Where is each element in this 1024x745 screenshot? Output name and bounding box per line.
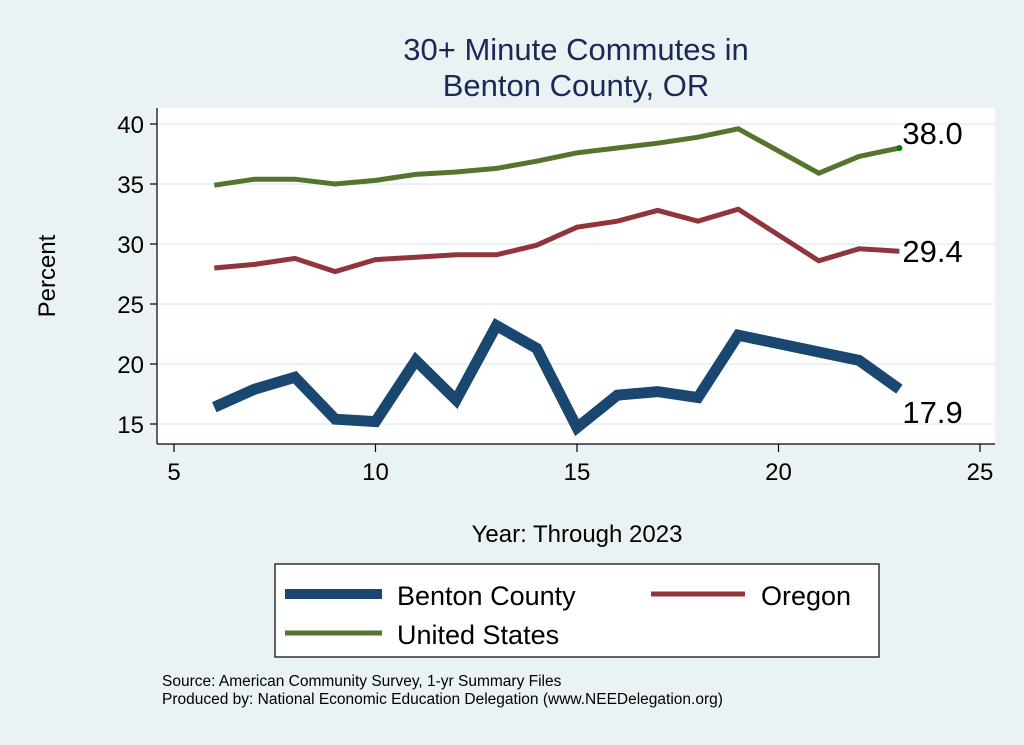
end-label-oregon: 29.4 — [902, 234, 962, 269]
legend-label-united-states: United States — [397, 620, 559, 650]
legend: Benton County Oregon United States — [274, 563, 880, 658]
y-tick-label-20: 20 — [117, 352, 144, 379]
source-note: Source: American Community Survey, 1-yr … — [162, 673, 562, 690]
x-tick-label-10: 10 — [362, 459, 389, 486]
chart-title: 30+ Minute Commutes in Benton County, OR — [403, 32, 748, 103]
y-tick-label-25: 25 — [117, 292, 144, 319]
y-axis-label: Percent — [34, 234, 61, 317]
footer: Source: American Community Survey, 1-yr … — [162, 673, 723, 709]
end-label-benton-county: 17.9 — [902, 395, 962, 430]
series-line-oregon — [214, 206, 900, 275]
legend-box — [274, 563, 880, 658]
end-label-united-states: 38.0 — [902, 116, 962, 151]
chart-title-line-2: Benton County, OR — [443, 68, 710, 103]
legend-label-oregon: Oregon — [761, 581, 851, 611]
axes: 15 20 25 30 35 40 5 10 15 20 25 — [117, 108, 995, 486]
y-tick-label-35: 35 — [117, 172, 144, 199]
plot-area — [157, 108, 995, 444]
producer-note: Produced by: National Economic Education… — [162, 691, 723, 708]
end-labels: 17.9 29.4 38.0 — [896, 116, 963, 430]
series-line-benton-county — [212, 318, 903, 437]
us-end-marker — [896, 145, 903, 151]
series-lines — [212, 126, 903, 437]
chart-title-line-1: 30+ Minute Commutes in — [403, 32, 748, 67]
legend-label-benton-county: Benton County — [397, 581, 576, 611]
x-tick-label-5: 5 — [167, 459, 180, 486]
gridlines — [158, 123, 995, 425]
y-tick-label-30: 30 — [117, 232, 144, 259]
x-tick-label-15: 15 — [564, 459, 591, 486]
x-tick-label-20: 20 — [765, 459, 792, 486]
y-tick-label-15: 15 — [117, 412, 144, 439]
series-line-united-states — [213, 126, 900, 188]
y-tick-label-40: 40 — [117, 112, 144, 139]
x-tick-label-25: 25 — [967, 459, 994, 486]
x-axis-label: Year: Through 2023 — [472, 521, 683, 548]
